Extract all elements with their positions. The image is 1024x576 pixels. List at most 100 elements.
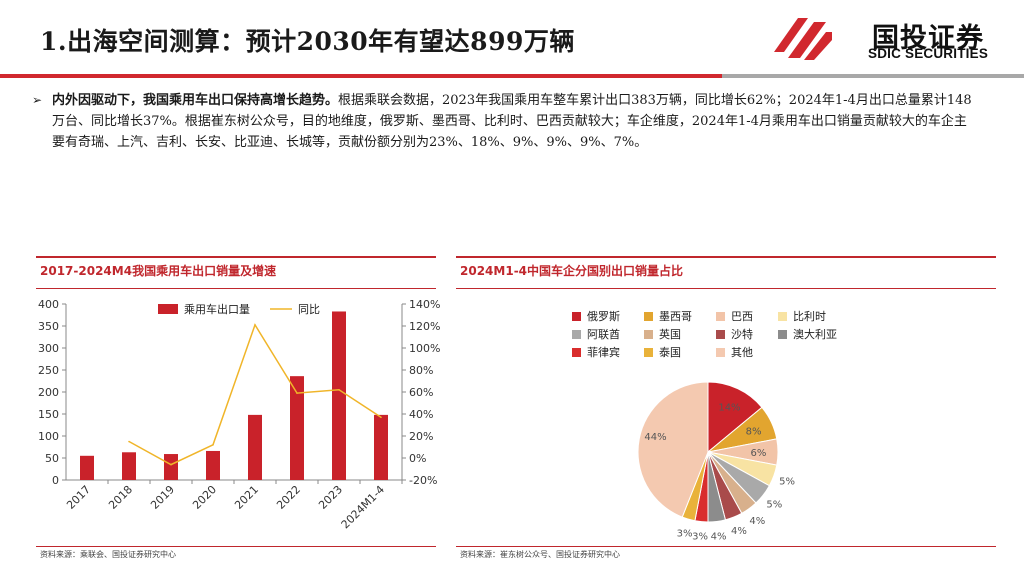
bullet-arrow-icon: ➢	[32, 93, 43, 107]
x-tick-label: 2023	[316, 483, 345, 512]
y-left-tick-label: 250	[38, 364, 59, 377]
pie-label-泰国: 3%	[677, 529, 693, 540]
pie-slice-其他	[637, 381, 709, 518]
line-point	[380, 416, 382, 419]
legend-swatch-墨西哥	[644, 312, 653, 321]
header-bar-gray	[722, 74, 1024, 78]
logo-english-name: SDIC SECURITIES	[868, 46, 989, 61]
legend-line-label: 同比	[298, 303, 320, 316]
line-point	[296, 392, 298, 394]
sdic-logo-mark-icon	[774, 18, 832, 60]
left-panel-top-rule	[36, 256, 436, 258]
bar-2020	[206, 450, 220, 480]
x-tick-label: 2019	[148, 483, 177, 512]
right-panel-title: 2024M1-4中国车企分国别出口销量占比	[460, 264, 684, 278]
pie-label-英国: 4%	[749, 516, 765, 527]
legend-swatch-阿联酋	[572, 330, 581, 339]
y-right-tick-label: 120%	[409, 320, 440, 333]
pie-label-俄罗斯: 14%	[718, 402, 740, 413]
legend-label: 巴西	[731, 310, 753, 323]
logo-chinese-name: 国投证券	[872, 23, 984, 54]
legend-bar-swatch	[158, 304, 178, 314]
right-panel-source: 资料来源：崔东树公众号、国投证券研究中心	[460, 550, 620, 559]
line-point	[212, 444, 214, 446]
legend-label: 泰国	[659, 345, 681, 359]
pie-label-菲律宾: 3%	[692, 532, 708, 543]
x-tick-label: 2017	[64, 483, 93, 512]
bar-line-chart: 0 50 100 150 200 250 300 350 400 -20% 0% 20% 40% 60% 8…	[38, 298, 440, 531]
right-panel-bottom-rule	[456, 546, 996, 547]
y-left-tick-label: 50	[45, 452, 59, 465]
legend-label: 澳大利亚	[793, 327, 837, 341]
legend-label: 比利时	[793, 310, 826, 323]
y-right-tick-label: 100%	[409, 342, 440, 355]
legend-label: 俄罗斯	[587, 310, 620, 323]
bullet-body: 根据乘联会数据，2023年我国乘用车整车累计出口383万辆，同比增长62%；20…	[52, 93, 972, 150]
legend-swatch-英国	[644, 330, 653, 339]
legend-label: 沙特	[731, 327, 753, 341]
legend-swatch-泰国	[644, 348, 653, 357]
y-left-tick-label: 300	[38, 342, 59, 355]
bar-2022	[290, 376, 304, 480]
legend-bar-label: 乘用车出口量	[184, 302, 250, 316]
right-panel-top-rule	[456, 256, 996, 258]
x-tick-label: 2022	[274, 483, 303, 512]
slide-title: 1.出海空间测算：预计2030年有望达899万辆	[40, 27, 575, 56]
logo-ribbon	[804, 32, 832, 60]
logo-ribbon	[774, 18, 808, 52]
y-left-tick-label: 200	[38, 386, 59, 399]
x-tick-label: 2020	[190, 483, 219, 512]
bar-2023	[332, 311, 346, 480]
y-right-tick-label: 140%	[409, 298, 440, 311]
summary-bullet: ➢ 内外因驱动下，我国乘用车出口保持高增长趋势。根据乘联会数据，2023年我国乘…	[32, 90, 972, 153]
y-right-tick-label: 0%	[409, 452, 426, 465]
right-panel-title-rule	[456, 288, 996, 289]
bar-2021	[248, 414, 262, 480]
legend-label: 其他	[731, 346, 753, 359]
logo-ribbon	[788, 22, 826, 58]
legend-label: 墨西哥	[659, 310, 692, 323]
legend-swatch-澳大利亚	[778, 330, 787, 339]
bar-2017	[80, 455, 94, 480]
bar-2024M1-4	[374, 414, 388, 480]
pie-label-其他: 44%	[644, 432, 666, 443]
x-tick-label: 2024M1-4	[339, 483, 387, 531]
left-panel-source: 资料来源：乘联会、国投证券研究中心	[40, 550, 176, 559]
y-right-tick-label: 80%	[409, 364, 433, 377]
x-tick-label: 2021	[232, 483, 261, 512]
y-right-tick-label: -20%	[409, 474, 437, 487]
y-left-tick-label: 100	[38, 430, 59, 443]
legend-swatch-菲律宾	[572, 348, 581, 357]
bar-2018	[122, 452, 136, 480]
sdic-logo: 国投证券 SDIC SECURITIES	[768, 12, 1008, 62]
pie-label-墨西哥: 8%	[746, 427, 762, 438]
left-panel-title-rule	[36, 288, 436, 289]
y-right-tick-label: 20%	[409, 430, 433, 443]
pie-label-比利时: 5%	[779, 476, 795, 487]
pie-slice-俄罗斯	[707, 381, 763, 454]
header-bar-red	[0, 74, 722, 78]
y-right-tick-label: 60%	[409, 386, 433, 399]
bar-2019	[164, 454, 178, 480]
legend-swatch-沙特	[716, 330, 725, 339]
legend-label: 菲律宾	[587, 345, 620, 359]
line-point	[170, 463, 172, 466]
legend-label: 阿联酋	[587, 327, 620, 341]
y-left-tick-label: 350	[38, 320, 59, 333]
left-panel-title: 2017-2024M4我国乘用车出口销量及增速	[40, 264, 277, 278]
legend-swatch-俄罗斯	[572, 312, 581, 321]
line-point	[338, 389, 340, 391]
pie-label-澳大利亚: 4%	[711, 531, 727, 542]
line-point	[254, 324, 256, 326]
legend-swatch-巴西	[716, 312, 725, 321]
y-right-tick-label: 40%	[409, 408, 433, 421]
y-left-tick-label: 0	[52, 474, 59, 487]
bullet-lead: 内外因驱动下，我国乘用车出口保持高增长趋势。	[52, 93, 339, 108]
x-tick-label: 2018	[106, 483, 135, 512]
y-left-tick-label: 150	[38, 408, 59, 421]
line-point	[128, 440, 130, 443]
legend-swatch-比利时	[778, 312, 787, 321]
pie-label-沙特: 4%	[731, 526, 747, 537]
pie-label-巴西: 6%	[750, 448, 766, 459]
